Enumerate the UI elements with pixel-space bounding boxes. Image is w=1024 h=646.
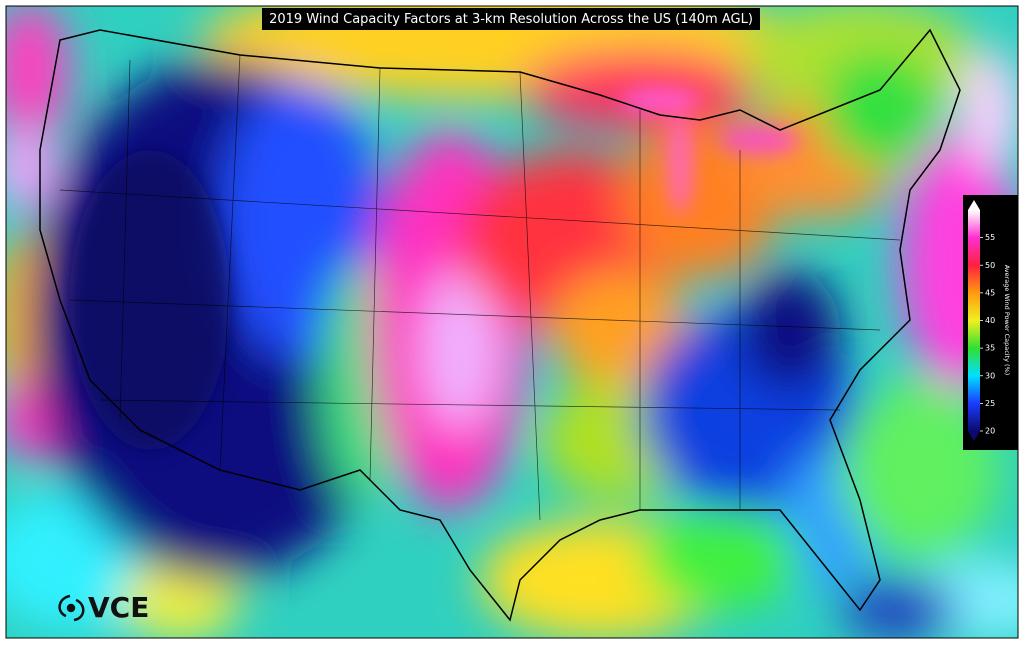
colorbar-tick-label: 35 — [985, 344, 995, 353]
colorbar-tick-label: 55 — [985, 233, 995, 242]
colorbar: Average Wind Power Capacity (%) 20 25 30 35… — [963, 195, 1018, 450]
colorbar-tick-label: 25 — [985, 399, 995, 408]
colorbar-tick-label: 45 — [985, 288, 995, 297]
colorbar-tick-label: 40 — [985, 316, 995, 325]
map-title: 2019 Wind Capacity Factors at 3-km Resol… — [269, 12, 753, 27]
colorbar-tick-label: 20 — [985, 427, 995, 436]
logo: VCE — [58, 591, 149, 624]
colorbar-label: Average Wind Power Capacity (%) — [1003, 265, 1011, 376]
us-outline — [39, 28, 961, 622]
title-box — [262, 8, 760, 30]
logo-text: VCE — [88, 591, 149, 624]
colorbar-tick-label: 50 — [985, 261, 995, 270]
colorbar-tick-label: 30 — [985, 371, 995, 380]
state-borders — [59, 54, 901, 521]
